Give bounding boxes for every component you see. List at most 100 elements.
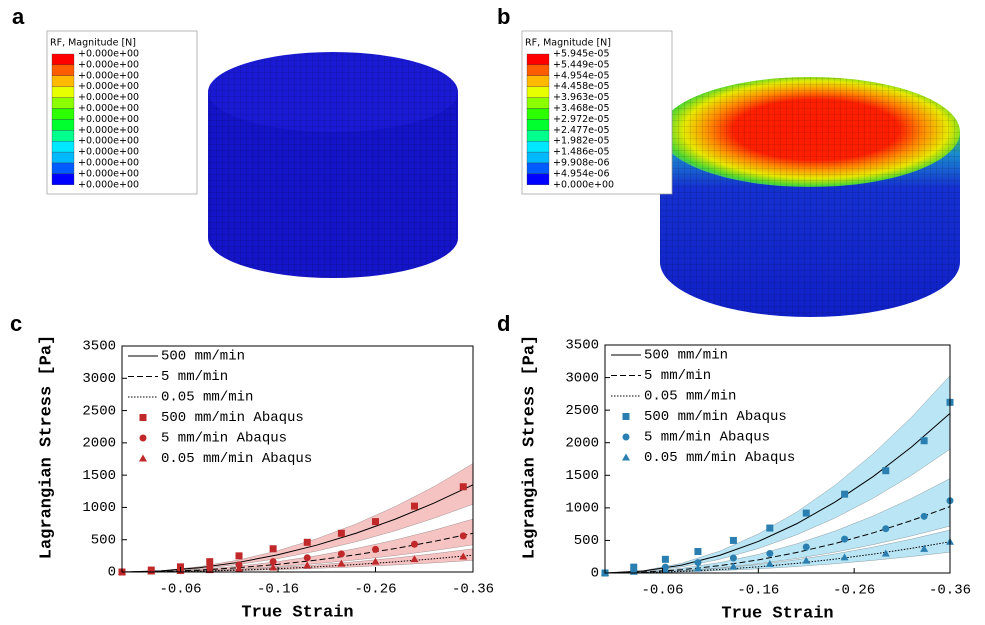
legend-label: 0.05 mm/min <box>161 390 253 406</box>
legend-marker <box>622 454 630 461</box>
legend-label: +2.477e-05 <box>553 125 610 136</box>
legend-label: +1.486e-05 <box>553 147 610 158</box>
legend-label: +4.954e-05 <box>553 70 610 81</box>
marker <box>304 539 311 546</box>
marker <box>766 525 773 532</box>
legend-label: +0.000e+00 <box>78 49 139 60</box>
cylinder-a <box>208 52 458 278</box>
legend-label: +2.972e-05 <box>553 114 610 125</box>
marker <box>270 545 277 552</box>
panel-label: d <box>497 311 510 336</box>
x-tick-label: -0.16 <box>737 583 779 599</box>
y-axis-title: Lagrangian Stress [Pa] <box>37 335 56 559</box>
marker <box>372 518 379 525</box>
legend-label: +0.000e+00 <box>78 114 139 125</box>
swatch <box>52 76 74 87</box>
swatch <box>527 174 549 185</box>
legend-label: +0.000e+00 <box>553 179 614 190</box>
marker <box>662 556 669 563</box>
legend-label: +3.468e-05 <box>553 103 610 114</box>
cylinder-b <box>660 77 960 317</box>
legend-title: RF, Magnitude [N] <box>50 38 136 49</box>
legend-label: +5.945e-05 <box>553 49 610 60</box>
legend-label: +0.000e+00 <box>78 81 139 92</box>
legend-label: 0.05 mm/min <box>644 389 736 405</box>
chart: 0500100015002000250030003500-0.06-0.16-0… <box>37 335 494 623</box>
legend-label: +0.000e+00 <box>78 147 139 158</box>
panel-label: c <box>10 311 22 336</box>
swatch <box>52 87 74 98</box>
legend-label: +0.000e+00 <box>78 136 139 147</box>
legend-label: +0.000e+00 <box>78 103 139 114</box>
y-tick-label: 2000 <box>565 435 599 451</box>
x-tick-label: -0.36 <box>452 582 494 598</box>
x-axis-title: True Strain <box>241 603 353 622</box>
swatch <box>527 163 549 174</box>
swatch <box>527 152 549 163</box>
panel-label: a <box>12 4 25 29</box>
marker <box>921 513 928 520</box>
legend-label: 500 mm/min <box>161 349 245 365</box>
swatch <box>52 130 74 141</box>
y-tick-label: 3500 <box>565 338 599 354</box>
y-tick-label: 3000 <box>82 371 116 387</box>
marker <box>730 537 737 544</box>
marker <box>694 548 701 555</box>
y-tick-label: 500 <box>574 533 599 549</box>
chart: 0500100015002000250030003500-0.06-0.16-0… <box>520 335 971 624</box>
swatch <box>527 119 549 130</box>
marker <box>372 546 379 553</box>
swatch <box>52 98 74 109</box>
marker <box>841 491 848 498</box>
swatch <box>52 119 74 130</box>
figure: RF, Magnitude [N]+0.000e+00+0.000e+00+0.… <box>0 0 985 625</box>
swatch <box>527 54 549 65</box>
y-tick-label: 1000 <box>82 500 116 516</box>
swatch <box>527 87 549 98</box>
marker <box>338 530 345 537</box>
marker <box>304 554 311 561</box>
swatch <box>52 109 74 120</box>
marker <box>803 543 810 550</box>
y-tick-label: 3500 <box>82 339 116 355</box>
y-tick-label: 1500 <box>82 468 116 484</box>
swatch <box>527 98 549 109</box>
legend-label: +9.908e-06 <box>553 158 610 169</box>
y-tick-label: 2000 <box>82 436 116 452</box>
y-axis-title: Lagrangian Stress [Pa] <box>520 335 539 559</box>
y-tick-label: 500 <box>91 532 116 548</box>
legend-label: +0.000e+00 <box>78 125 139 136</box>
y-tick-label: 0 <box>108 565 116 581</box>
swatch <box>527 141 549 152</box>
swatch <box>52 65 74 76</box>
legend-label: +4.458e-05 <box>553 81 610 92</box>
swatch <box>527 65 549 76</box>
legend-label: 500 mm/min Abaqus <box>644 409 787 425</box>
swatch <box>52 174 74 185</box>
y-tick-label: 2500 <box>565 403 599 419</box>
legend-label: +0.000e+00 <box>78 70 139 81</box>
marker <box>236 552 243 559</box>
legend-label: +5.449e-05 <box>553 59 610 70</box>
legend-label: +0.000e+00 <box>78 158 139 169</box>
legend-label: +0.000e+00 <box>78 92 139 103</box>
legend-label: 5 mm/min Abaqus <box>161 431 287 447</box>
x-tick-label: -0.26 <box>833 583 875 599</box>
marker <box>841 536 848 543</box>
marker <box>882 525 889 532</box>
marker <box>766 550 773 557</box>
panel-label: b <box>497 4 510 29</box>
y-tick-label: 1000 <box>565 501 599 517</box>
legend-label: +0.000e+00 <box>78 179 139 190</box>
y-tick-label: 0 <box>591 566 599 582</box>
legend-label: +4.954e-06 <box>553 168 610 179</box>
legend-label: 0.05 mm/min Abaqus <box>161 451 312 467</box>
y-tick-label: 1500 <box>565 468 599 484</box>
marker <box>411 541 418 548</box>
x-tick-label: -0.06 <box>641 583 683 599</box>
legend-label: 500 mm/min Abaqus <box>161 410 304 426</box>
marker <box>460 532 467 539</box>
marker <box>882 467 889 474</box>
x-axis-title: True Strain <box>721 604 833 623</box>
x-tick-label: -0.36 <box>929 583 971 599</box>
